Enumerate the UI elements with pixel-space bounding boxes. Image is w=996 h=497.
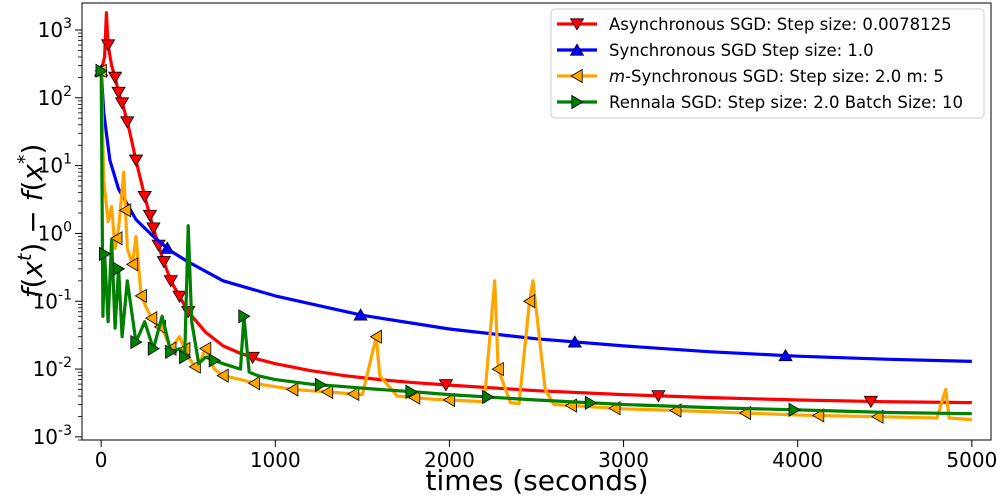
y-tick-label: 10-1 [33, 287, 72, 313]
series-marker [811, 408, 825, 423]
series-marker [198, 341, 212, 356]
series-layer [93, 11, 972, 424]
series-marker [172, 290, 187, 303]
svg-text:f(xt) − f(x*): f(xt) − f(x*) [14, 144, 49, 299]
series-marker [369, 329, 382, 344]
x-axis-ticks: 0 1000 2000 3000 4000 5000 [95, 440, 996, 472]
series-marker [120, 116, 135, 129]
legend-box [550, 8, 985, 119]
series-marker [863, 395, 879, 409]
x-tick-label: 5000 [946, 448, 996, 472]
series-marker [442, 392, 456, 408]
series-marker [788, 402, 801, 418]
series-marker [407, 390, 421, 405]
series-marker [137, 190, 152, 204]
series-line [99, 70, 972, 363]
series-marker [160, 241, 175, 254]
series-marker [142, 209, 158, 223]
series-marker [100, 39, 116, 52]
series-marker [438, 379, 454, 392]
series-marker [114, 97, 130, 110]
series-marker [145, 311, 158, 326]
series-marker [111, 86, 126, 100]
legend-item: Synchronous SGD Step size: 1.0 [557, 41, 874, 60]
series-marker [156, 256, 172, 269]
series-marker [584, 395, 598, 411]
legend-label: Rennala SGD: Step size: 2.0 Batch Size: … [609, 93, 963, 112]
series-marker [110, 231, 123, 246]
y-axis-ticks: 10-3 10-2 10-1 100 101 102 103 [33, 16, 82, 449]
series-marker [247, 376, 260, 391]
series-marker [405, 384, 418, 399]
y-axis-title: f(xt) − f(x*) [14, 144, 49, 299]
series-marker [651, 390, 666, 403]
series-marker [286, 382, 299, 397]
series-marker [238, 309, 251, 324]
legend-marker [569, 18, 585, 31]
y-tick-label: 10-2 [33, 355, 72, 381]
legend: Asynchronous SGD: Step size: 0.0078125 Sy… [550, 8, 985, 119]
y-tick-label: 102 [38, 84, 72, 110]
series-marker [208, 353, 221, 368]
series-marker [146, 222, 161, 235]
x-tick-label: 1000 [250, 448, 301, 472]
legend-item: Rennala SGD: Step size: 2.0 Batch Size: … [557, 93, 963, 112]
legend-label: m-Synchronous SGD: Step size: 2.0 m: 5 [609, 67, 944, 86]
legend-label: Synchronous SGD Step size: 1.0 [609, 41, 874, 60]
legend-item: m-Synchronous SGD: Step size: 2.0 m: 5 [557, 67, 944, 86]
y-tick-label: 101 [38, 152, 72, 178]
legend-marker [569, 43, 585, 56]
x-tick-label: 2000 [424, 448, 475, 472]
series-marker [347, 386, 360, 402]
series-marker [107, 71, 123, 85]
series-marker [491, 361, 504, 377]
legend-label: Asynchronous SGD: Step size: 0.0078125 [609, 15, 952, 34]
legend-item: Asynchronous SGD: Step size: 0.0078125 [557, 15, 952, 34]
series-marker [134, 288, 147, 304]
series-marker [112, 261, 126, 277]
series-marker [99, 246, 112, 262]
series-marker [165, 344, 178, 359]
y-tick-label: 10-3 [33, 423, 72, 449]
y-tick-label: 103 [38, 16, 72, 42]
x-tick-label: 4000 [772, 448, 823, 472]
series-marker [95, 63, 108, 79]
series-marker [320, 384, 334, 400]
series-marker [482, 389, 495, 405]
series-marker [125, 257, 139, 272]
x-tick-label: 3000 [598, 448, 649, 472]
series-marker [216, 368, 229, 383]
x-axis-title: times (seconds) [425, 464, 648, 497]
x-tick-label: 0 [95, 448, 108, 472]
series-marker [353, 308, 368, 321]
series-marker [128, 154, 144, 167]
series-3 [94, 63, 972, 424]
series-4 [95, 63, 972, 418]
legend-marker [571, 94, 584, 110]
plot-frame [81, 2, 992, 441]
series-marker [567, 335, 583, 348]
series-marker [147, 341, 161, 356]
series-marker [522, 294, 536, 309]
series-marker [179, 349, 192, 365]
series-marker [118, 203, 132, 218]
y-tick-label: 100 [38, 219, 72, 245]
series-marker [130, 334, 143, 350]
series-marker [778, 348, 793, 362]
series-marker [314, 377, 328, 393]
series-marker [163, 275, 179, 288]
legend-marker [570, 68, 583, 84]
